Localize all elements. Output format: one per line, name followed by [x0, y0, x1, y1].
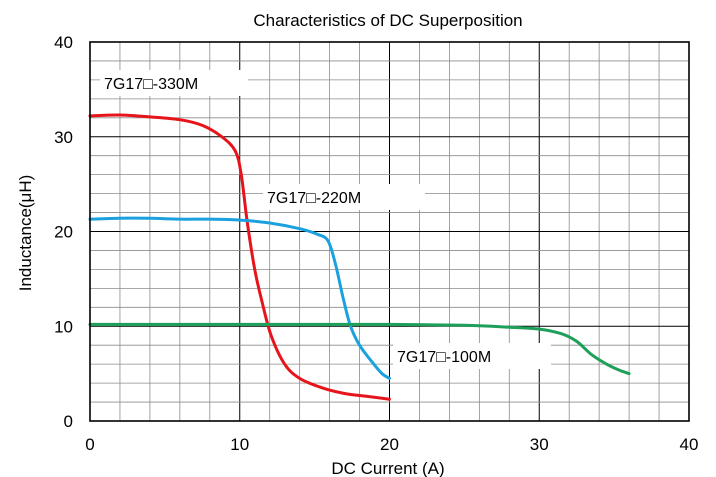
- series-label-background: [100, 70, 248, 96]
- x-tick-label: 30: [530, 435, 549, 454]
- y-tick-label: 10: [54, 317, 73, 336]
- chart-title: Characteristics of DC Superposition: [253, 11, 522, 30]
- series-line-100m: [88, 322, 631, 376]
- grid: [90, 42, 689, 421]
- x-tick-label: 40: [680, 435, 699, 454]
- x-tick-label: 20: [380, 435, 399, 454]
- series-line-220m: [88, 216, 391, 380]
- series-label-background: [263, 184, 425, 210]
- series-group: [88, 113, 631, 401]
- series-line-330m: [88, 113, 391, 401]
- series-label-100m: 7G17□-100M: [397, 349, 491, 366]
- series-labels: 7G17□-330M 7G17□-220M 7G17□-100M: [100, 70, 551, 369]
- series-label-220m: 7G17□-220M: [267, 190, 361, 207]
- y-tick-label: 40: [54, 33, 73, 52]
- y-tick-label: 20: [54, 223, 73, 242]
- x-axis-label: DC Current (A): [331, 459, 444, 477]
- x-tick-label: 0: [85, 435, 94, 454]
- plot-border: [89, 41, 690, 422]
- x-tick-label: 10: [230, 435, 249, 454]
- series-label-background: [393, 343, 551, 369]
- series-label-330m: 7G17□-330M: [104, 76, 198, 93]
- y-axis-label: Inductance(μH): [16, 175, 35, 292]
- y-tick-label: 30: [54, 128, 73, 147]
- tick-labels: 0 10 20 30 40 0 10 20 30 40: [54, 33, 698, 454]
- y-tick-label: 0: [64, 412, 73, 431]
